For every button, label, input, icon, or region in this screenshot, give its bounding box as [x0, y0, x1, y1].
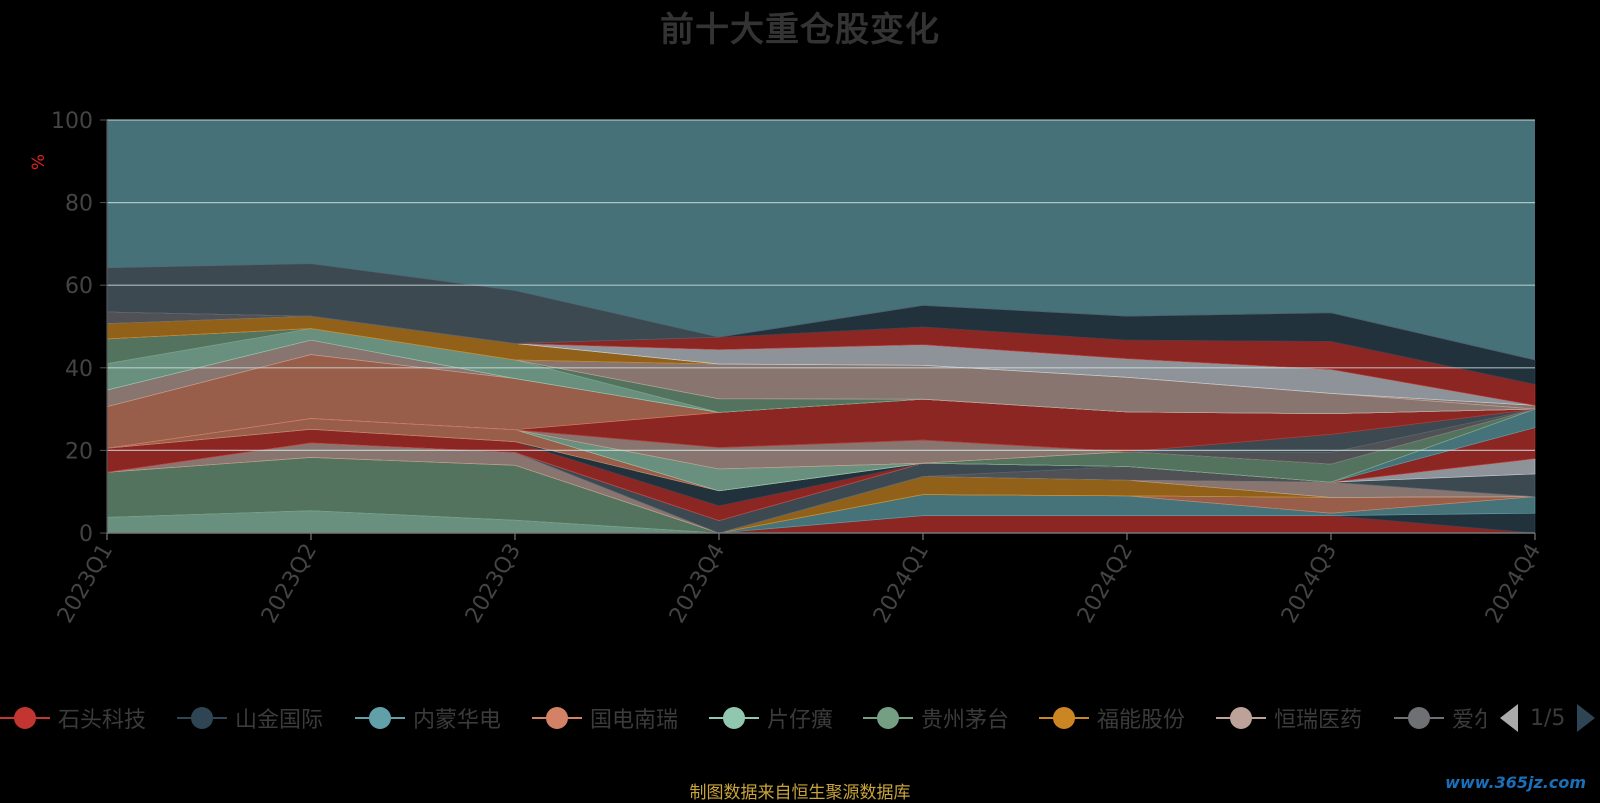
x-tick-label: 2024Q3: [1277, 540, 1342, 628]
legend-item[interactable]: 国电南瑞: [532, 700, 678, 736]
watermark: www.365jz.com: [1445, 773, 1586, 792]
y-axis-label: %: [29, 154, 49, 170]
legend-page-indicator: 1/5: [1530, 705, 1566, 731]
legend: 石头科技 山金国际 内蒙华电 国电南瑞 片仔癀 贵州茅台 福能股份 恒瑞医药 爱尔眼科 1/5: [0, 700, 1600, 736]
legend-marker-icon: [863, 700, 913, 736]
y-tick-label: 0: [79, 522, 93, 547]
legend-label: 福能股份: [1097, 708, 1186, 733]
chart-plot-area: 0 20 40 60 80 100% 2023Q1 2023Q2 2023Q3 2023Q4 202…: [29, 109, 1546, 628]
legend-marker-icon: [532, 700, 582, 736]
legend-marker-icon: [709, 700, 759, 736]
legend-label: 山金国际: [235, 708, 324, 733]
x-tick-label: 2023Q2: [257, 540, 322, 628]
legend-label: 片仔癀: [767, 708, 834, 733]
legend-item[interactable]: 贵州茅台: [863, 700, 1009, 736]
grid-layer: [107, 119, 1535, 451]
legend-item[interactable]: 福能股份: [1039, 700, 1185, 736]
x-tick-label: 2023Q4: [665, 540, 730, 628]
y-tick-label: 100: [51, 109, 93, 134]
area-layer: [106, 120, 1536, 534]
legend-label: 国电南瑞: [590, 708, 679, 733]
legend-marker-icon: [355, 700, 405, 736]
x-tick-label: 2024Q1: [869, 540, 934, 628]
legend-item[interactable]: 爱尔眼科: [1394, 700, 1486, 736]
legend-next-icon[interactable]: [1577, 704, 1596, 732]
area-remainder: [107, 120, 1535, 360]
legend-item[interactable]: 片仔癀: [709, 700, 833, 736]
legend-marker-icon: [1039, 700, 1089, 736]
x-tick-label: 2024Q4: [1481, 540, 1546, 628]
data-source-note: 制图数据来自恒生聚源数据库: [689, 783, 911, 803]
legend-marker-icon: [1216, 700, 1266, 736]
y-tick-label: 20: [65, 439, 93, 464]
legend-marker-icon: [0, 700, 50, 736]
x-tick-label: 2024Q2: [1073, 540, 1138, 628]
legend-label: 石头科技: [58, 708, 147, 733]
y-tick-label: 40: [65, 357, 93, 382]
legend-item[interactable]: 恒瑞医药: [1216, 700, 1362, 736]
legend-label: 恒瑞医药: [1274, 708, 1363, 733]
legend-marker-icon: [1394, 700, 1444, 736]
legend-marker-icon: [177, 700, 227, 736]
legend-item[interactable]: 山金国际: [177, 700, 323, 736]
y-tick-label: 60: [65, 274, 93, 299]
x-tick-label: 2023Q1: [53, 540, 118, 628]
legend-label: 贵州茅台: [921, 708, 1010, 733]
legend-label: 爱尔眼科: [1452, 708, 1486, 733]
legend-prev-icon[interactable]: [1500, 704, 1518, 732]
legend-items: 石头科技 山金国际 内蒙华电 国电南瑞 片仔癀 贵州茅台 福能股份 恒瑞医药 爱尔眼科: [0, 700, 1486, 736]
legend-pager: 1/5: [1500, 700, 1596, 736]
legend-item[interactable]: 内蒙华电: [355, 700, 501, 736]
x-tick-label: 2023Q3: [461, 540, 526, 628]
y-tick-label: 80: [65, 192, 93, 217]
legend-label: 内蒙华电: [413, 708, 502, 733]
legend-item[interactable]: 石头科技: [0, 700, 146, 736]
chart-title: 前十大重仓股变化: [660, 10, 940, 50]
area-series-33[interactable]: [106, 263, 1536, 361]
